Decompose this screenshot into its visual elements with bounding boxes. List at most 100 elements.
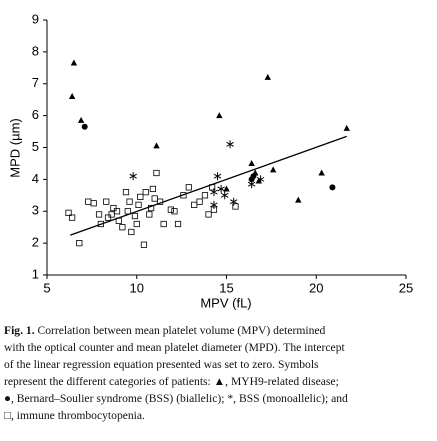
- triangle-point: [295, 196, 302, 203]
- square-point: [85, 198, 92, 205]
- y-tick-label: 9: [32, 11, 39, 26]
- square-point: [135, 201, 142, 208]
- asterisk-stroke: [247, 181, 256, 187]
- circle-point: [81, 123, 88, 130]
- x-tick-label: 10: [130, 280, 144, 295]
- caption-line: represent the different categories of pa…: [4, 373, 436, 390]
- square-point: [156, 198, 164, 205]
- triangle-point: [343, 124, 350, 131]
- square-point: [124, 208, 131, 215]
- square-point: [201, 192, 209, 199]
- y-tick-label: 4: [32, 171, 39, 186]
- asterisk-point: [217, 184, 225, 193]
- y-tick-label: 2: [32, 235, 39, 250]
- asterisk-point: [247, 180, 256, 189]
- caption-label: Fig. 1.: [4, 324, 35, 337]
- square-point: [131, 212, 139, 220]
- x-tick-label: 20: [309, 280, 323, 295]
- x-tick-label: 25: [399, 280, 413, 295]
- square-point: [191, 201, 198, 208]
- caption-text: □, immune thrombocytopenia.: [4, 409, 145, 422]
- triangle-point: [216, 112, 223, 119]
- asterisk-point: [220, 191, 229, 200]
- square-point: [210, 206, 218, 213]
- triangle-point: [68, 93, 76, 99]
- circle-point: [248, 176, 255, 183]
- asterisk-stroke: [217, 186, 225, 192]
- triangle-point: [269, 166, 277, 173]
- asterisk-point: [129, 172, 137, 181]
- square-point: [209, 184, 216, 191]
- square-point: [122, 189, 130, 196]
- asterisk-point: [226, 140, 234, 149]
- caption-text: Correlation between mean platelet volume…: [34, 324, 326, 337]
- square-point: [128, 228, 135, 236]
- caption-line: Fig. 1. Correlation between mean platele…: [4, 322, 436, 339]
- square-point: [146, 211, 153, 218]
- asterisk-point: [256, 175, 265, 184]
- square-point: [108, 211, 115, 218]
- square-point: [115, 217, 122, 224]
- square-point: [196, 198, 203, 205]
- square-point: [171, 208, 178, 215]
- asterisk-stroke: [210, 202, 218, 208]
- square-point: [142, 189, 149, 196]
- asterisk-point: [210, 200, 218, 209]
- square-point: [151, 195, 158, 202]
- square-point: [113, 208, 121, 215]
- caption-text: with the optical counter and mean platel…: [4, 341, 345, 354]
- triangle-point: [264, 73, 271, 80]
- square-point: [180, 192, 187, 199]
- square-point: [137, 193, 144, 201]
- asterisk-stroke: [213, 173, 222, 179]
- square-point: [103, 198, 110, 205]
- triangle-point: [77, 116, 85, 123]
- caption-line: with the optical counter and mean platel…: [4, 339, 436, 356]
- x-axis-label: MPV (fL): [200, 295, 251, 310]
- square-point: [110, 204, 117, 212]
- square-point: [69, 214, 76, 221]
- square-point: [76, 240, 83, 247]
- asterisk-point: [229, 197, 238, 206]
- square-point: [148, 204, 155, 212]
- y-tick-label: 8: [32, 43, 39, 58]
- triangle-point: [153, 142, 160, 149]
- y-tick-label: 7: [32, 75, 39, 90]
- y-tick-label: 3: [32, 203, 39, 218]
- caption-line: ●, Bernard–Soulier syndrome (BSS) (biall…: [4, 390, 436, 407]
- square-point: [185, 184, 192, 191]
- square-point: [126, 198, 133, 205]
- y-tick-label: 6: [32, 107, 39, 122]
- asterisk-point: [210, 188, 218, 197]
- square-point: [160, 220, 167, 228]
- asterisk-stroke: [229, 199, 238, 205]
- asterisk-stroke: [226, 141, 234, 147]
- triangle-point: [318, 169, 325, 176]
- caption-text: ●, Bernard–Soulier syndrome (BSS) (biall…: [4, 392, 348, 405]
- x-tick-label: 5: [43, 280, 50, 295]
- square-point: [90, 200, 97, 207]
- chart: MPV (fL) MPD (µm) 1 2 3 4 5 6 7 8 9 5 10 15 20 25: [7, 11, 413, 310]
- square-point: [65, 209, 72, 216]
- caption-text: represent the different categories of pa…: [4, 375, 339, 388]
- square-point: [232, 203, 239, 210]
- caption-line: □, immune thrombocytopenia.: [4, 407, 436, 424]
- asterisk-point: [213, 172, 222, 181]
- asterisk-stroke: [220, 192, 229, 198]
- caption-line: of the linear regression equation presen…: [4, 356, 436, 373]
- square-point: [133, 220, 140, 228]
- caption-text: of the linear regression equation presen…: [4, 358, 319, 371]
- regression-line: [70, 135, 347, 236]
- triangle-point: [248, 159, 255, 166]
- square-point: [97, 220, 104, 228]
- square-point: [149, 185, 157, 193]
- y-tick-label: 1: [32, 266, 39, 281]
- triangle-point: [70, 59, 78, 66]
- square-point: [153, 169, 160, 177]
- asterisk-stroke: [256, 176, 265, 182]
- caption: Fig. 1. Correlation between mean platele…: [4, 322, 436, 424]
- y-tick-label: 5: [32, 139, 39, 154]
- asterisk-stroke: [129, 173, 137, 179]
- x-tick-label: 15: [219, 280, 233, 295]
